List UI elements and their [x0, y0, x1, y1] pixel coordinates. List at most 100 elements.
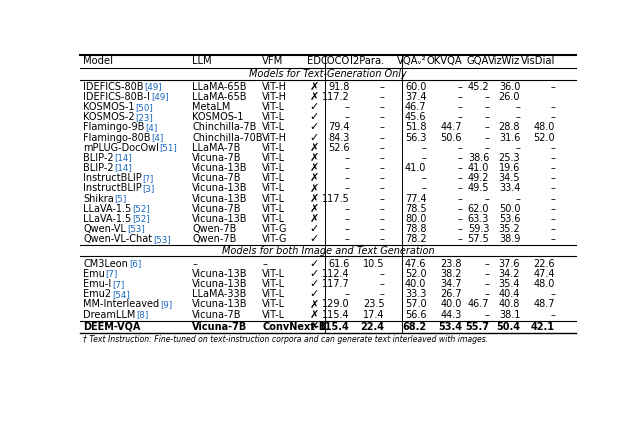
Text: 77.4: 77.4	[405, 194, 426, 204]
Text: 78.2: 78.2	[405, 234, 426, 244]
Text: 50.6: 50.6	[440, 133, 462, 142]
Text: –: –	[380, 224, 385, 234]
Text: –: –	[484, 259, 489, 269]
Text: GQA: GQA	[467, 56, 489, 67]
Text: Vicuna-7B: Vicuna-7B	[193, 204, 242, 214]
Text: ✗: ✗	[309, 310, 319, 320]
Text: 34.7: 34.7	[440, 279, 462, 289]
Text: VizWiz: VizWiz	[488, 56, 520, 67]
Text: ✗: ✗	[309, 194, 319, 204]
Text: 50.0: 50.0	[499, 204, 520, 214]
Text: Model: Model	[83, 56, 113, 67]
Text: ViT-L: ViT-L	[262, 310, 285, 320]
Text: –: –	[457, 214, 462, 224]
Text: [14]: [14]	[115, 164, 132, 172]
Text: ✗: ✗	[309, 299, 319, 310]
Text: –: –	[380, 183, 385, 194]
Text: LLaMA-7B: LLaMA-7B	[193, 143, 241, 153]
Text: BLIP-2: BLIP-2	[83, 153, 114, 163]
Text: –: –	[457, 153, 462, 163]
Text: 49.2: 49.2	[468, 173, 489, 183]
Text: –: –	[515, 143, 520, 153]
Text: –: –	[345, 234, 349, 244]
Text: ✓: ✓	[309, 123, 319, 132]
Text: 59.3: 59.3	[468, 224, 489, 234]
Text: 47.6: 47.6	[405, 259, 426, 269]
Text: Vicuna-13B: Vicuna-13B	[193, 279, 248, 289]
Text: –: –	[380, 214, 385, 224]
Text: Flamingo-9B: Flamingo-9B	[83, 123, 145, 132]
Text: [4]: [4]	[152, 133, 164, 142]
Text: 25.3: 25.3	[499, 153, 520, 163]
Text: ✗: ✗	[309, 82, 319, 92]
Text: –: –	[380, 102, 385, 112]
Text: 56.3: 56.3	[405, 133, 426, 142]
Text: –: –	[484, 143, 489, 153]
Text: –: –	[484, 112, 489, 122]
Text: 48.0: 48.0	[534, 123, 555, 132]
Text: 47.4: 47.4	[534, 269, 555, 279]
Text: 49.5: 49.5	[468, 183, 489, 194]
Text: –: –	[457, 112, 462, 122]
Text: ViT-L: ViT-L	[262, 204, 285, 214]
Text: DEEM-VQA: DEEM-VQA	[83, 322, 140, 332]
Text: 38.6: 38.6	[468, 153, 489, 163]
Text: ViT-L: ViT-L	[262, 183, 285, 194]
Text: ViT-L: ViT-L	[262, 194, 285, 204]
Text: –: –	[422, 173, 426, 183]
Text: –: –	[457, 143, 462, 153]
Text: 115.4: 115.4	[322, 310, 349, 320]
Text: 40.0: 40.0	[441, 299, 462, 310]
Text: ViT-G: ViT-G	[262, 224, 287, 234]
Text: 45.2: 45.2	[468, 82, 489, 92]
Text: –: –	[550, 102, 555, 112]
Text: [9]: [9]	[160, 300, 172, 309]
Text: 115.4: 115.4	[319, 322, 349, 332]
Text: –: –	[550, 173, 555, 183]
Text: –: –	[457, 224, 462, 234]
Text: 52.0: 52.0	[534, 133, 555, 142]
Text: ViT-H: ViT-H	[262, 133, 287, 142]
Text: –: –	[515, 102, 520, 112]
Text: –: –	[550, 163, 555, 173]
Text: ✗: ✗	[309, 183, 319, 194]
Text: ViT-L: ViT-L	[262, 112, 285, 122]
Text: Emu-I: Emu-I	[83, 279, 111, 289]
Text: –: –	[484, 123, 489, 132]
Text: –: –	[550, 204, 555, 214]
Text: 46.7: 46.7	[405, 102, 426, 112]
Text: –: –	[550, 183, 555, 194]
Text: KOSMOS-2: KOSMOS-2	[83, 112, 135, 122]
Text: COCO: COCO	[321, 56, 349, 67]
Text: –: –	[457, 183, 462, 194]
Text: –: –	[457, 194, 462, 204]
Text: –: –	[422, 143, 426, 153]
Text: –: –	[345, 153, 349, 163]
Text: Vicuna-13B: Vicuna-13B	[193, 194, 248, 204]
Text: 91.8: 91.8	[328, 82, 349, 92]
Text: † Text Instruction: Fine-tuned on text-instruction corpora and can generate text: † Text Instruction: Fine-tuned on text-i…	[83, 335, 488, 344]
Text: IDEFICS-80B: IDEFICS-80B	[83, 82, 143, 92]
Text: ViT-L: ViT-L	[262, 289, 285, 299]
Text: –: –	[380, 92, 385, 102]
Text: Shikra: Shikra	[83, 194, 114, 204]
Text: –: –	[345, 102, 349, 112]
Text: VQAᵥ²: VQAᵥ²	[397, 56, 426, 67]
Text: ViT-L: ViT-L	[262, 279, 285, 289]
Text: 79.4: 79.4	[328, 123, 349, 132]
Text: InstructBLIP: InstructBLIP	[83, 173, 142, 183]
Text: –: –	[550, 214, 555, 224]
Text: [7]: [7]	[112, 280, 124, 289]
Text: –: –	[457, 234, 462, 244]
Text: ConvNext-B: ConvNext-B	[262, 322, 326, 332]
Text: –: –	[457, 173, 462, 183]
Text: 80.0: 80.0	[405, 214, 426, 224]
Text: VisDial: VisDial	[521, 56, 555, 67]
Text: –: –	[550, 234, 555, 244]
Text: –: –	[380, 279, 385, 289]
Text: LLM: LLM	[193, 56, 212, 67]
Text: –: –	[422, 183, 426, 194]
Text: 60.0: 60.0	[405, 82, 426, 92]
Text: 61.6: 61.6	[328, 259, 349, 269]
Text: Vicuna-7B: Vicuna-7B	[193, 153, 242, 163]
